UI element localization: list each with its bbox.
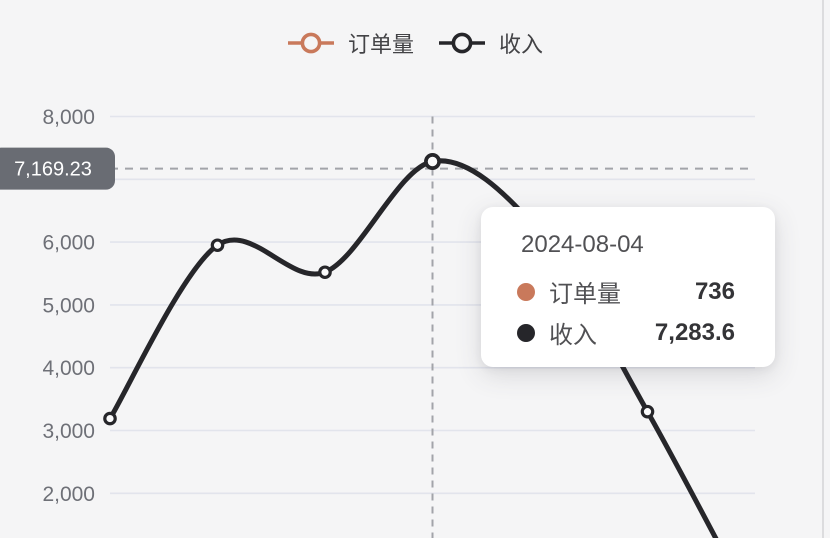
legend-item-revenue[interactable]: 收入 bbox=[438, 27, 543, 59]
tooltip-row-orders: 订单量 736 bbox=[517, 271, 735, 312]
y-axis-tick-label: 2,000 bbox=[42, 483, 95, 506]
legend-label-orders: 订单量 bbox=[347, 32, 414, 57]
orders-line-icon bbox=[287, 32, 334, 54]
legend-item-orders[interactable]: 订单量 bbox=[287, 27, 414, 59]
y-axis-tick-label: 3,000 bbox=[42, 420, 95, 443]
data-point-marker[interactable] bbox=[424, 153, 441, 170]
y-axis-tick-label: 8,000 bbox=[42, 106, 95, 129]
data-point-marker[interactable] bbox=[318, 265, 332, 280]
data-point-marker[interactable] bbox=[210, 238, 225, 253]
tooltip-row-revenue: 收入 7,283.6 bbox=[517, 312, 735, 353]
chart-legend: 订单量 收入 bbox=[0, 27, 830, 59]
chart-tooltip: 2024-08-04 订单量 736 收入 7,283.6 bbox=[481, 207, 775, 367]
orders-dot-icon bbox=[517, 282, 535, 301]
data-point-marker[interactable] bbox=[640, 404, 655, 419]
markline-value-badge bbox=[0, 147, 115, 190]
revenue-line-icon bbox=[439, 32, 485, 54]
tooltip-date: 2024-08-04 bbox=[521, 231, 644, 258]
y-axis-tick-label: 6,000 bbox=[42, 232, 95, 255]
legend-label-revenue: 收入 bbox=[499, 32, 544, 57]
tooltip-revenue-name: 收入 bbox=[549, 322, 597, 349]
revenue-dot-icon bbox=[517, 323, 535, 342]
markline-value-label: 7,169.23 bbox=[14, 159, 92, 181]
right-edge-divider bbox=[822, 0, 824, 538]
tooltip-orders-name: 订单量 bbox=[549, 281, 621, 308]
tooltip-revenue-value: 7,283.6 bbox=[654, 318, 735, 346]
data-point-marker[interactable] bbox=[103, 411, 117, 426]
y-axis-tick-label: 4,000 bbox=[42, 357, 95, 380]
tooltip-orders-value: 736 bbox=[694, 277, 735, 305]
y-axis-tick-label: 5,000 bbox=[42, 294, 95, 317]
